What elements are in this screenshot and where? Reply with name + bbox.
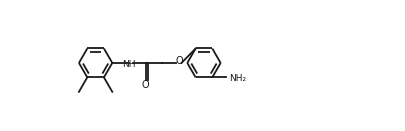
Text: NH₂: NH₂ — [228, 74, 245, 83]
Text: O: O — [175, 56, 182, 66]
Text: NH: NH — [122, 60, 135, 69]
Text: O: O — [141, 80, 149, 90]
